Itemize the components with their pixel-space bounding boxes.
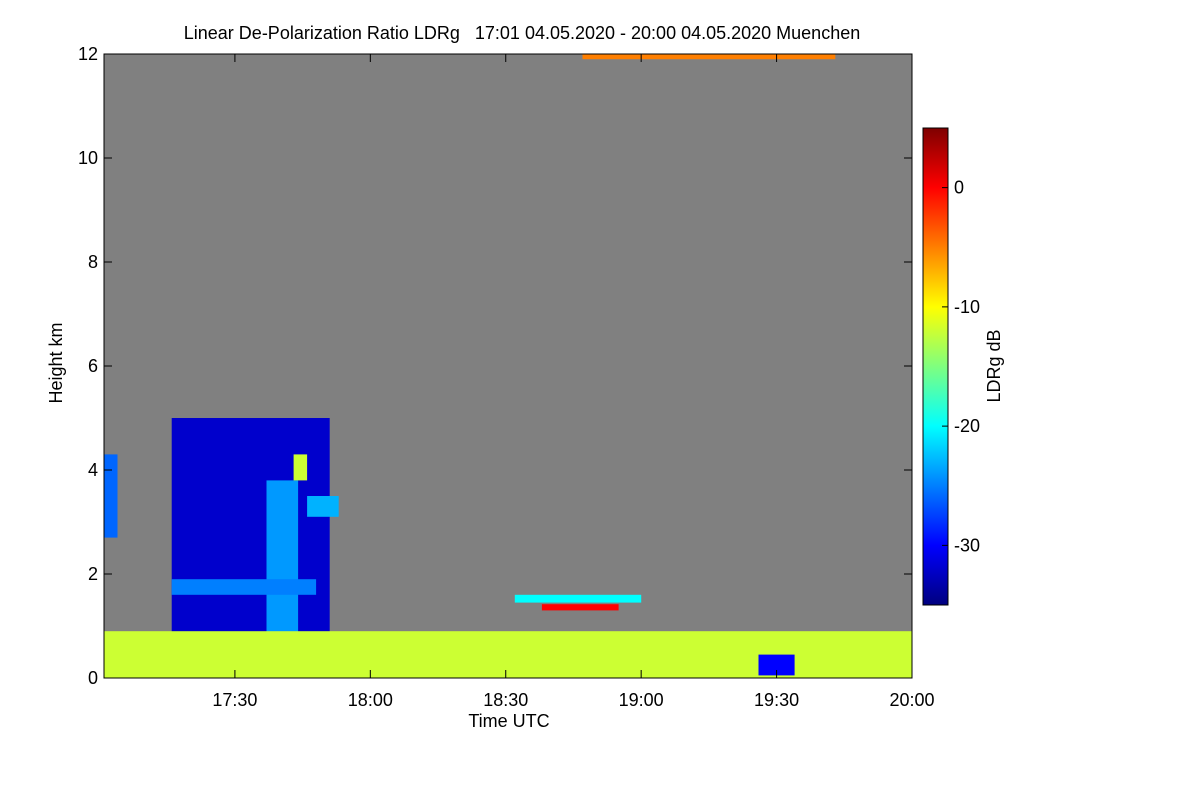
x-tick-label: 19:30 [754,690,799,710]
colorbar [922,127,949,606]
ldr-region-4 [307,496,339,517]
y-tick-label: 8 [88,252,98,272]
ldr-region-0 [104,454,118,538]
x-axis-label: Time UTC [468,711,549,731]
colorbar-tick-label: -10 [954,297,980,317]
ldr-region-5 [293,454,308,481]
colorbar-label: LDRg dB [984,329,1004,402]
y-axis-label: Height km [46,322,66,403]
y-tick-label: 10 [78,148,98,168]
chart-title: Linear De-Polarization Ratio LDRg 17:01 … [184,23,860,43]
y-tick-label: 0 [88,668,98,688]
y-tick-label: 2 [88,564,98,584]
x-tick-label: 19:00 [619,690,664,710]
colorbar-tick-label: -30 [954,535,980,555]
ldr-region-3 [171,579,317,595]
y-tick-label: 4 [88,460,98,480]
ldr-region-10 [582,54,836,60]
data-regions [104,54,912,678]
colorbar-tick-label: 0 [954,178,964,198]
x-tick-label: 18:00 [348,690,393,710]
x-axis: 17:30 18:00 18:30 19:00 19:30 20:00 [212,54,935,710]
colorbar-ticks: 0 -10 -20 -30 [942,178,980,555]
y-tick-label: 6 [88,356,98,376]
ldr-region-8 [541,604,619,611]
colorbar-tick-label: -20 [954,416,980,436]
x-tick-label: 18:30 [483,690,528,710]
ldr-region-9 [758,654,795,676]
y-axis: 0 2 4 6 8 10 12 [78,44,912,688]
ldr-region-7 [514,594,642,603]
y-tick-label: 12 [78,44,98,64]
x-tick-label: 17:30 [212,690,257,710]
x-tick-label: 20:00 [889,690,934,710]
